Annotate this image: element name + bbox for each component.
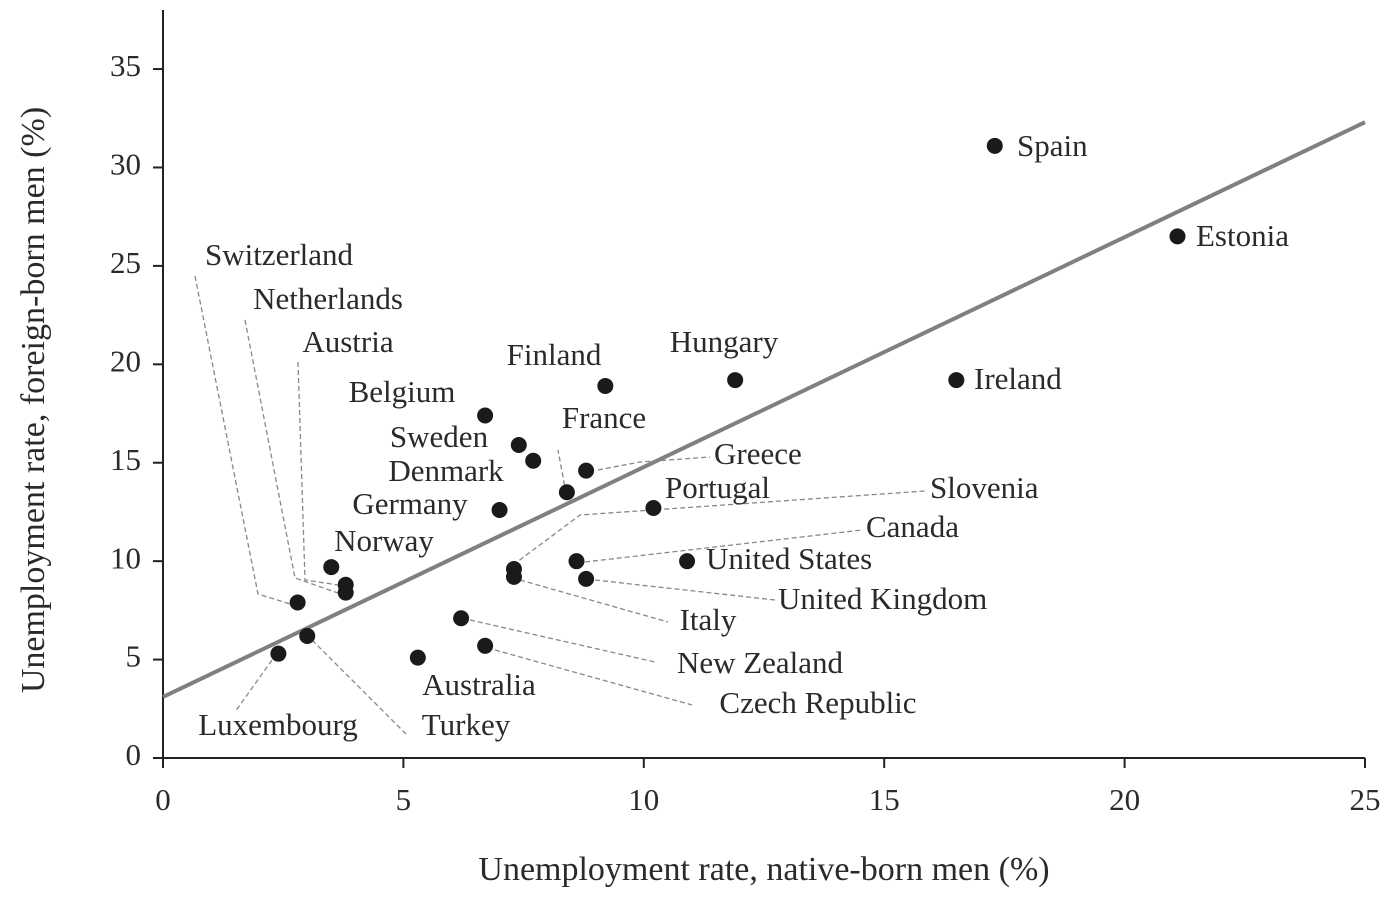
y-tick-label: 0 <box>126 737 142 772</box>
point-label: Hungary <box>670 324 779 359</box>
point <box>578 570 595 587</box>
point <box>645 500 662 517</box>
y-tick-label: 25 <box>110 245 141 280</box>
point <box>727 372 744 389</box>
leader-line <box>311 639 408 736</box>
y-tick-label: 15 <box>110 442 141 477</box>
y-tick-label: 10 <box>110 540 141 575</box>
leader-line <box>597 456 711 471</box>
point-label: Finland <box>507 337 602 372</box>
leader-line <box>244 319 339 594</box>
point-label: Australia <box>422 667 536 702</box>
point <box>948 372 965 389</box>
x-tick-label: 15 <box>869 782 900 817</box>
x-axis-label: Unemployment rate, native-born men (%) <box>478 851 1049 888</box>
point <box>491 501 508 518</box>
x-tick-label: 20 <box>1109 782 1140 817</box>
x-tick-label: 0 <box>155 782 171 817</box>
point-label: Switzerland <box>205 237 354 272</box>
point <box>568 553 585 570</box>
y-tick-label: 35 <box>110 48 141 83</box>
point-label: United States <box>706 541 872 576</box>
point-label: Luxembourg <box>198 707 358 742</box>
leader-line <box>297 361 339 586</box>
point-label: Greece <box>714 436 802 471</box>
point-label: Spain <box>1017 128 1088 163</box>
point <box>1169 228 1186 245</box>
point-label: Czech Republic <box>719 685 916 720</box>
point-label: Portugal <box>665 470 770 505</box>
leader-line <box>519 579 669 623</box>
x-tick-label: 5 <box>396 782 412 817</box>
point <box>986 137 1003 154</box>
leader-line <box>494 649 693 706</box>
point <box>597 377 614 394</box>
leader-line <box>557 449 567 494</box>
leader-line <box>512 490 926 566</box>
point <box>525 452 542 469</box>
leader-line <box>584 529 863 563</box>
trend-line <box>162 120 1366 699</box>
leader-line <box>194 275 291 605</box>
x-tick-label: 10 <box>628 782 659 817</box>
leader-line <box>234 659 273 713</box>
point-label: Italy <box>680 602 737 637</box>
point <box>510 437 527 454</box>
point-label: Netherlands <box>253 281 403 316</box>
point <box>299 627 316 644</box>
point-label: Denmark <box>388 453 504 488</box>
point-label: Norway <box>334 523 434 558</box>
point <box>558 484 575 501</box>
leader-line <box>594 579 776 601</box>
point-label: Ireland <box>974 361 1062 396</box>
point <box>679 553 696 570</box>
y-tick-label: 20 <box>110 343 141 378</box>
point-label: France <box>562 400 646 435</box>
point <box>505 568 522 585</box>
leader-line <box>469 619 656 663</box>
y-axis-label: Unemployment rate, foreign-born men (%) <box>15 107 52 693</box>
point <box>477 637 494 654</box>
point-label: Turkey <box>422 707 511 742</box>
y-tick-label: 30 <box>110 147 141 182</box>
point-label: New Zealand <box>677 645 844 680</box>
point-label: Canada <box>866 509 959 544</box>
point-label: Slovenia <box>930 470 1039 505</box>
point-label: Austria <box>302 324 394 359</box>
point <box>323 559 340 576</box>
point <box>477 407 494 424</box>
point-label: United Kingdom <box>778 581 987 616</box>
point-label: Germany <box>352 486 468 521</box>
point <box>337 584 354 601</box>
y-tick-label: 5 <box>126 639 142 674</box>
point-label: Belgium <box>349 374 456 409</box>
point <box>453 610 470 627</box>
point <box>409 649 426 666</box>
x-tick-label: 25 <box>1350 782 1381 817</box>
point-label: Estonia <box>1196 218 1289 253</box>
point <box>270 645 287 662</box>
point-label: Sweden <box>390 419 489 454</box>
point <box>289 594 306 611</box>
point <box>578 462 595 479</box>
